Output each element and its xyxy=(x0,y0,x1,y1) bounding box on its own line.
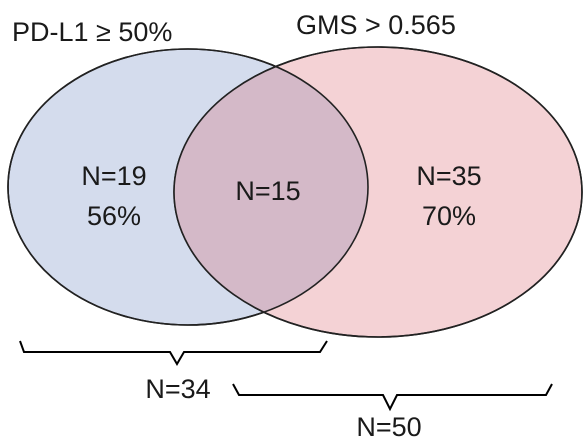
left-only-percent: 56% xyxy=(86,201,142,231)
right-total-brace xyxy=(232,383,553,412)
left-total-brace xyxy=(19,340,328,366)
right-set-title: GMS > 0.565 xyxy=(296,10,456,40)
right-total-label: N=50 xyxy=(356,412,422,442)
right-set-outline xyxy=(173,46,583,338)
left-total-label: N=34 xyxy=(145,374,211,404)
left-set-title: PD-L1 ≥ 50% xyxy=(12,17,173,47)
overlap-region xyxy=(174,49,368,325)
right-only-percent: 70% xyxy=(421,201,477,231)
left-set-outline xyxy=(7,48,369,326)
left-only-count: N=19 xyxy=(81,161,147,191)
right-only-count: N=35 xyxy=(416,161,482,191)
overlap-count: N=15 xyxy=(235,176,301,206)
